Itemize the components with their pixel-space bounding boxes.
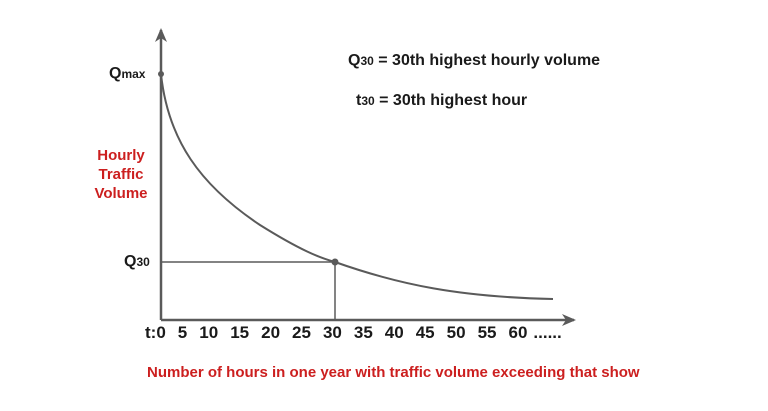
definition-subscript: 30 (361, 94, 375, 108)
definition-symbol: t (356, 92, 362, 109)
definition-text: = 30th highest hourly volume (373, 52, 601, 69)
volume-curve (160, 73, 554, 300)
definition-q30: Q30 = 30th highest hourly volume (348, 52, 600, 70)
definition-subscript: 30 (360, 54, 374, 68)
qmax-symbol: Q (109, 65, 122, 82)
tick-label: 5 (177, 323, 188, 342)
tick-label: 0 (156, 323, 166, 342)
q30-point (331, 258, 339, 266)
q30-label: Q30 (124, 253, 150, 271)
q30-symbol: Q (124, 253, 137, 270)
q30-subscript: 30 (136, 255, 150, 269)
tick-label: 25 (292, 323, 311, 342)
tick-label: 30 (322, 323, 342, 342)
tick-label: 20 (261, 323, 281, 342)
definition-text: = 30th highest hour (374, 92, 528, 109)
tick-label: 35 (353, 323, 373, 342)
qmax-label: Qmax (109, 65, 145, 83)
tick-label: 40 (384, 323, 404, 342)
tick-ellipsis: ...... (533, 323, 562, 342)
tick-label: 45 (415, 323, 435, 342)
tick-label: 55 (477, 323, 497, 342)
tick-prefix: t: (145, 323, 157, 342)
x-axis-title: Number of hours in one year with traffic… (147, 364, 640, 381)
tick-label: 15 (230, 323, 250, 342)
definition-t30: t30 = 30th highest hour (356, 92, 527, 110)
tick-label: 50 (446, 323, 466, 342)
y-axis-title-line: Hourly (97, 147, 145, 164)
y-axis-title-line: Volume (94, 185, 148, 202)
tick-label: 10 (199, 323, 219, 342)
qmax-subscript: max (121, 67, 146, 81)
x-axis-tick-labels: t: 0 5 10 15 20 25 30 35 40 45 50 55 60 … (145, 323, 562, 343)
y-axis-title: Hourly Traffic Volume (86, 146, 156, 203)
tick-label: 60 (508, 323, 528, 342)
definition-symbol: Q (348, 52, 361, 69)
y-axis-title-line: Traffic (98, 166, 144, 183)
qmax-point (158, 71, 164, 77)
